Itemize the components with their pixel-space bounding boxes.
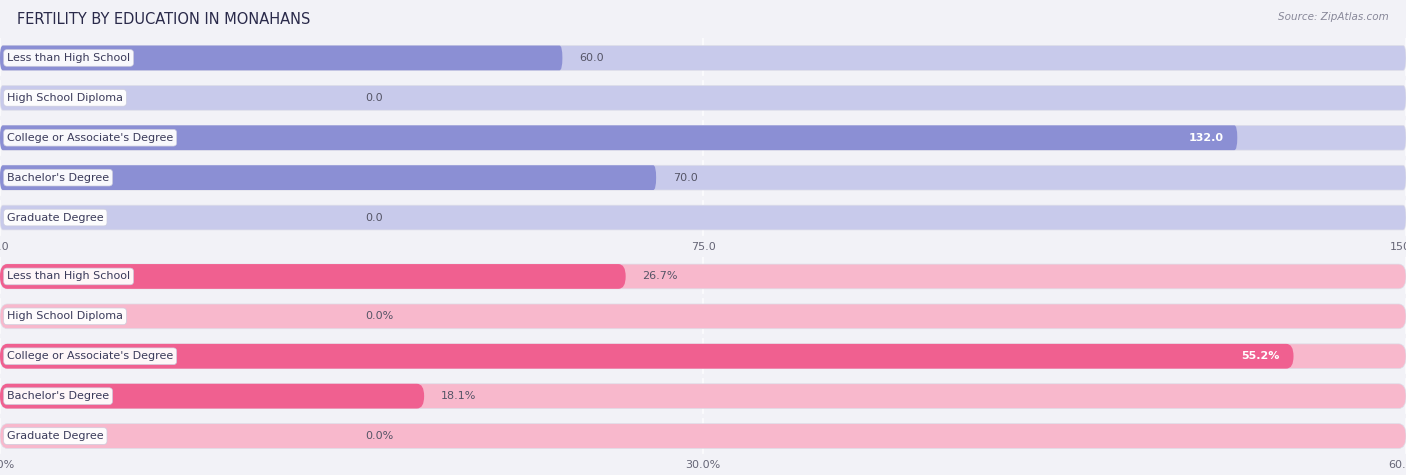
FancyBboxPatch shape [0, 344, 1294, 369]
Text: 18.1%: 18.1% [441, 391, 477, 401]
Text: Less than High School: Less than High School [7, 271, 131, 282]
Text: 0.0: 0.0 [366, 212, 384, 223]
FancyBboxPatch shape [0, 125, 1406, 150]
FancyBboxPatch shape [0, 46, 562, 70]
Text: Bachelor's Degree: Bachelor's Degree [7, 172, 110, 183]
Text: 26.7%: 26.7% [643, 271, 678, 282]
FancyBboxPatch shape [0, 165, 1406, 190]
FancyBboxPatch shape [0, 165, 657, 190]
FancyBboxPatch shape [0, 424, 1406, 448]
FancyBboxPatch shape [0, 384, 1406, 408]
Text: FERTILITY BY EDUCATION IN MONAHANS: FERTILITY BY EDUCATION IN MONAHANS [17, 12, 311, 27]
Text: Less than High School: Less than High School [7, 53, 131, 63]
FancyBboxPatch shape [0, 264, 626, 289]
Text: 0.0%: 0.0% [366, 431, 394, 441]
FancyBboxPatch shape [0, 125, 1237, 150]
Text: 60.0: 60.0 [579, 53, 605, 63]
FancyBboxPatch shape [0, 205, 1406, 230]
Text: 0.0: 0.0 [366, 93, 384, 103]
Text: Bachelor's Degree: Bachelor's Degree [7, 391, 110, 401]
FancyBboxPatch shape [0, 304, 1406, 329]
Text: College or Associate's Degree: College or Associate's Degree [7, 351, 173, 361]
Text: 55.2%: 55.2% [1241, 351, 1279, 361]
FancyBboxPatch shape [0, 264, 1406, 289]
Text: 0.0%: 0.0% [366, 311, 394, 322]
Text: High School Diploma: High School Diploma [7, 311, 124, 322]
FancyBboxPatch shape [0, 46, 1406, 70]
Text: College or Associate's Degree: College or Associate's Degree [7, 133, 173, 143]
Text: 132.0: 132.0 [1188, 133, 1223, 143]
FancyBboxPatch shape [0, 86, 1406, 110]
Text: 70.0: 70.0 [673, 172, 697, 183]
Text: Graduate Degree: Graduate Degree [7, 431, 104, 441]
FancyBboxPatch shape [0, 384, 425, 408]
Text: High School Diploma: High School Diploma [7, 93, 124, 103]
Text: Source: ZipAtlas.com: Source: ZipAtlas.com [1278, 12, 1389, 22]
FancyBboxPatch shape [0, 344, 1406, 369]
Text: Graduate Degree: Graduate Degree [7, 212, 104, 223]
